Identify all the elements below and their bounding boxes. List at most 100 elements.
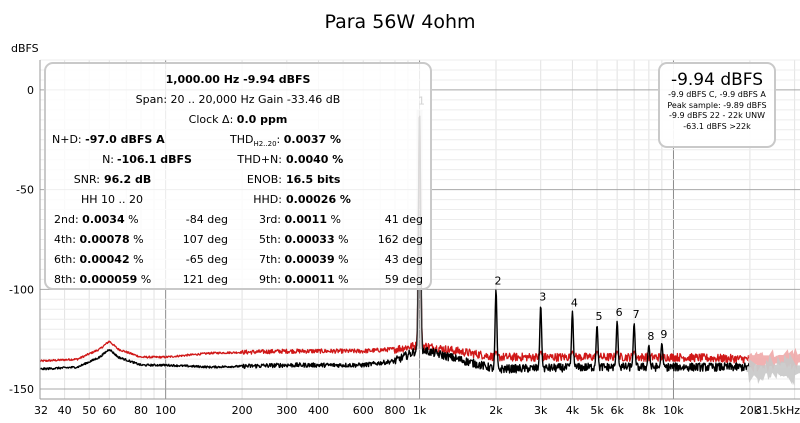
enob-value: 16.5 bits <box>286 173 341 186</box>
thd-subscript: H2..20 <box>253 140 277 149</box>
level-unweighted: -9.9 dBFS 22 - 22k UNW <box>668 111 766 120</box>
n-label: N: <box>102 153 114 166</box>
harmonic-value: 0.00039 <box>284 253 335 266</box>
level-panel: -9.94 dBFS -9.9 dBFS C, -9.9 dBFS A Peak… <box>658 62 776 148</box>
thd-colon: : <box>276 133 281 146</box>
thd-value: 0.0037 % <box>283 133 342 146</box>
level-weighted: -9.9 dBFS C, -9.9 dBFS A <box>668 90 766 99</box>
harmonic-unit: % <box>129 253 144 266</box>
trace-red <box>39 115 751 364</box>
harmonic-value: 0.00033 <box>284 233 335 246</box>
nd-value: -97.0 dBFS A <box>85 133 165 146</box>
clock-label: Clock Δ: <box>188 113 234 126</box>
harmonic-unit: % <box>326 213 341 226</box>
chart-title: Para 56W 4ohm <box>324 11 475 33</box>
x-tick-label: 1k <box>413 404 427 417</box>
nd-label: N+D: <box>52 133 82 146</box>
harmonic-value: 0.00042 <box>79 253 130 266</box>
harmonic-value: 0.0011 <box>284 213 327 226</box>
harmonic-number: 5 <box>596 310 603 323</box>
x-tick-label: 5k <box>590 404 604 417</box>
harmonic-label: 6th: <box>54 253 76 266</box>
x-tick-label: 100 <box>155 404 176 417</box>
harmonic-number: 4 <box>571 296 578 309</box>
harmonic-number: 7 <box>633 308 640 321</box>
harmonic-unit: % <box>334 273 349 286</box>
y-tick-label: -150 <box>9 383 34 396</box>
x-tick-label: 8k <box>642 404 656 417</box>
measurement-panel: 1,000.00 Hz -9.94 dBFS Span: 20 .. 20,00… <box>44 62 432 290</box>
hh-label: HH 10 .. 20 <box>81 193 144 206</box>
harmonic-label: 5th: <box>259 233 281 246</box>
harmonic-phase: 43 deg <box>384 253 423 266</box>
x-tick-label: 200 <box>232 404 253 417</box>
thd-label: THD <box>230 133 254 146</box>
harmonic-label: 3rd: <box>259 213 282 226</box>
harmonic-value: 0.0034 <box>82 213 125 226</box>
trace-black <box>39 115 751 374</box>
harmonic-label: 7th: <box>259 253 281 266</box>
harmonic-unit: % <box>334 253 349 266</box>
thdn-label: THD+N: <box>237 153 282 166</box>
harmonic-value: 0.00078 <box>79 233 130 246</box>
y-tick-label: -50 <box>16 184 34 197</box>
x-tick-label: 31.5kHz <box>755 404 800 417</box>
x-tick-label: 40 <box>58 404 72 417</box>
clock-value: 0.0 ppm <box>236 113 288 126</box>
harmonic-right: 7th: 0.00039 % <box>259 253 349 266</box>
harmonic-label: 4th: <box>54 233 76 246</box>
harmonic-phase: -84 deg <box>185 213 228 226</box>
harmonic-label: 2nd: <box>54 213 79 226</box>
harmonic-unit: % <box>129 233 144 246</box>
level-above-22k: -63.1 dBFS >22k <box>683 121 751 131</box>
x-tick-label: 4k <box>566 404 580 417</box>
thdn-value: 0.0040 % <box>286 153 344 166</box>
harmonic-left: 2nd: 0.0034 % <box>54 213 139 226</box>
span-gain-readout: Span: 20 .. 20,000 Hz Gain -33.46 dB <box>135 93 341 106</box>
harmonic-value: 0.00011 <box>284 273 335 286</box>
x-tick-label: 20k <box>740 404 761 417</box>
harmonic-phase: 162 deg <box>377 233 423 246</box>
x-tick-label: 800 <box>384 404 405 417</box>
harmonic-value: 0.000059 <box>79 273 138 286</box>
x-tick-label: 10k <box>663 404 684 417</box>
harmonic-left: 4th: 0.00078 % <box>54 233 144 246</box>
harmonic-label: 8th: <box>54 273 76 286</box>
n-value: -106.1 dBFS <box>117 153 192 166</box>
snr-label: SNR: <box>73 173 100 186</box>
harmonic-phase: 41 deg <box>384 213 423 226</box>
x-tick-label: 600 <box>353 404 374 417</box>
y-tick-label: -100 <box>9 283 34 296</box>
harmonic-phase: 121 deg <box>182 273 228 286</box>
thd-readout: THDH2..20: 0.0037 % <box>230 133 341 151</box>
harmonic-unit: % <box>137 273 152 286</box>
trace-black-out-of-band <box>746 352 800 386</box>
fundamental-readout: 1,000.00 Hz -9.94 dBFS <box>165 73 311 86</box>
y-ticks: 0 -50 -100 -150 <box>9 84 34 396</box>
snr-value: 96.2 dB <box>104 173 152 186</box>
harmonic-phase: 107 deg <box>182 233 228 246</box>
harmonic-number: 8 <box>647 330 654 343</box>
y-axis-label: dBFS <box>11 42 39 55</box>
x-tick-label: 60 <box>102 404 116 417</box>
harmonic-label: 9th: <box>259 273 281 286</box>
harmonic-number: 9 <box>660 328 667 341</box>
nd-readout: N+D: -97.0 dBFS A <box>52 133 165 146</box>
level-peak-sample: Peak sample: -9.89 dBFS <box>667 100 767 110</box>
harmonic-left: 8th: 0.000059 % <box>54 273 151 286</box>
x-ticks: 32 40 50 60 80 100 200 300 400 600 800 1k 2k 3k 4k 5k 6k… <box>34 404 800 417</box>
hhd-label: HHD: <box>253 193 282 206</box>
harmonic-phase: 59 deg <box>384 273 423 286</box>
harmonic-number: 6 <box>616 306 623 319</box>
harmonic-right: 9th: 0.00011 % <box>259 273 349 286</box>
harmonic-right: 5th: 0.00033 % <box>259 233 349 246</box>
harmonic-right: 3rd: 0.0011 % <box>259 213 341 226</box>
enob-label: ENOB: <box>246 173 282 186</box>
harmonic-number: 2 <box>494 274 501 287</box>
y-tick-label: 0 <box>27 84 34 97</box>
level-main: -9.94 dBFS <box>670 70 764 90</box>
x-tick-label: 50 <box>82 404 96 417</box>
x-tick-label: 400 <box>308 404 329 417</box>
x-tick-label: 300 <box>276 404 297 417</box>
